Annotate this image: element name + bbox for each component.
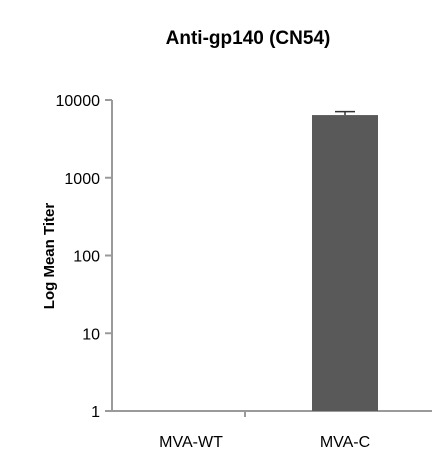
y-axis-label: Log Mean Titer — [41, 203, 58, 310]
chart-title: Anti-gp140 (CN54) — [166, 28, 331, 49]
plot-area: 1 10 100 1000 10000 MVA-WT MVA-C — [56, 93, 432, 451]
y-tick-label: 100 — [73, 249, 100, 266]
y-tick-label: 10000 — [56, 93, 101, 110]
y-tick-label: 1000 — [64, 171, 100, 188]
y-tick-label: 1 — [91, 404, 100, 421]
y-tick-label: 10 — [82, 326, 100, 343]
bar-mva-c — [312, 115, 378, 411]
x-tick-label: MVA-C — [320, 434, 370, 451]
x-tick-label: MVA-WT — [159, 434, 223, 451]
